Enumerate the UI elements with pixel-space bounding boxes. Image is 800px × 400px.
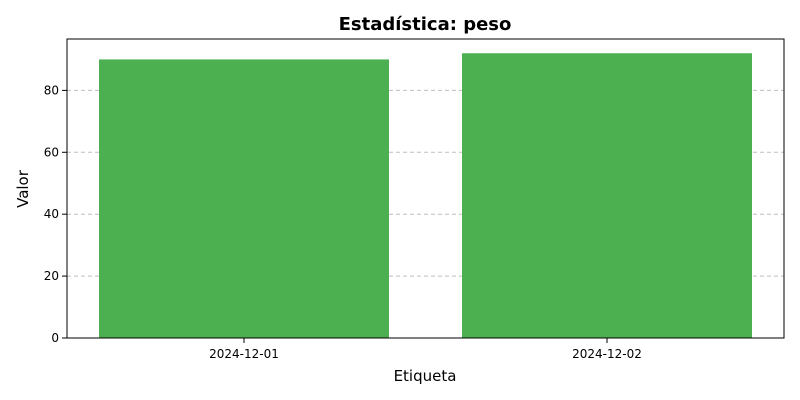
x-tick-label: 2024-12-02 xyxy=(572,347,642,361)
x-axis-ticks: 2024-12-01 2024-12-02 xyxy=(209,338,642,361)
x-tick-label: 2024-12-01 xyxy=(209,347,279,361)
bars xyxy=(99,53,752,339)
bar-2024-12-02 xyxy=(462,53,752,338)
bar-2024-12-01 xyxy=(99,59,389,339)
plot-frame xyxy=(66,38,785,339)
y-axis-ticks: 0 20 40 60 80 xyxy=(44,83,67,345)
x-axis-label: Etiqueta xyxy=(394,367,457,385)
y-tick-label: 40 xyxy=(44,207,59,221)
y-tick-label: 60 xyxy=(44,145,59,159)
y-tick-label: 80 xyxy=(44,83,59,97)
y-tick-label: 0 xyxy=(51,331,59,345)
y-axis-label: Valor xyxy=(14,169,32,208)
y-tick-label: 20 xyxy=(44,269,59,283)
chart-title: Estadística: peso xyxy=(339,14,512,35)
